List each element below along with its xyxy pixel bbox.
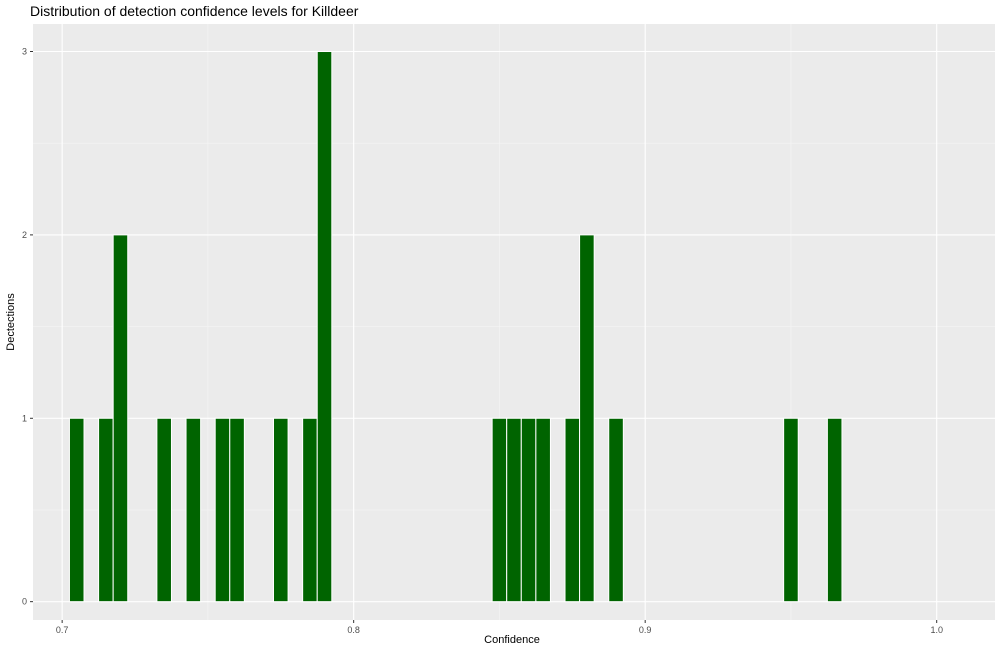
- x-tick-label: 1.0: [930, 625, 943, 635]
- x-tick-label: 0.9: [639, 625, 652, 635]
- histogram-bar: [491, 417, 508, 603]
- histogram-bar: [564, 417, 581, 603]
- y-axis-title: Dectections: [5, 293, 17, 351]
- x-tick-label: 0.7: [56, 625, 69, 635]
- axis-ticks: 0.7 0.8 0.9 1.0 0 1 2 3: [22, 47, 943, 635]
- histogram-bar: [98, 417, 114, 603]
- histogram-bar: [608, 417, 624, 603]
- histogram-bar: [112, 234, 129, 603]
- x-axis-title: Confidence: [484, 634, 540, 646]
- histogram-bar: [520, 417, 537, 603]
- histogram-bar: [302, 417, 318, 603]
- histogram-bar: [506, 417, 522, 603]
- bars: [68, 51, 843, 603]
- histogram-bar: [273, 417, 289, 603]
- histogram-bar: [535, 417, 551, 603]
- histogram-bar: [316, 51, 333, 603]
- histogram-bar: [579, 234, 595, 603]
- y-tick-label: 2: [22, 230, 27, 240]
- x-tick-label: 0.8: [347, 625, 360, 635]
- histogram-bar: [826, 417, 843, 603]
- histogram-bar: [229, 417, 245, 603]
- histogram-bar: [783, 417, 799, 603]
- y-tick-label: 1: [22, 413, 27, 423]
- histogram-bar: [156, 417, 172, 603]
- y-tick-label: 0: [22, 597, 27, 607]
- chart-title: Distribution of detection confidence lev…: [30, 3, 359, 19]
- histogram-bar: [185, 417, 202, 603]
- histogram-bar: [68, 417, 85, 603]
- y-tick-label: 3: [22, 47, 27, 57]
- histogram-bar: [214, 417, 231, 603]
